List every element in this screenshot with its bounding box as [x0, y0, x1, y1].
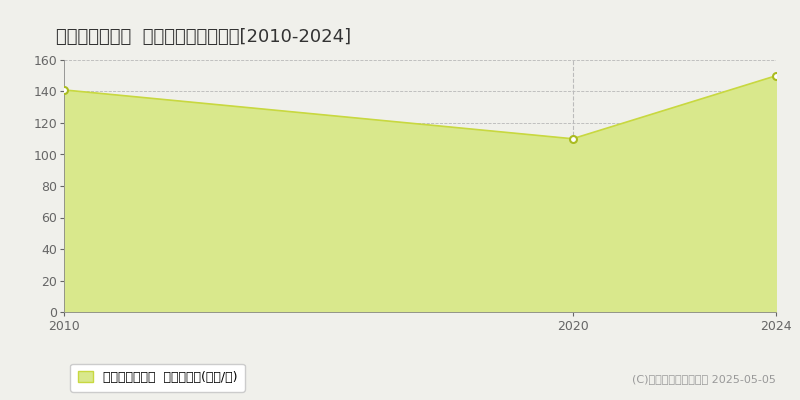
Text: (C)土地価格ドットコム 2025-05-05: (C)土地価格ドットコム 2025-05-05 — [632, 374, 776, 384]
Text: 明石市大蔵中町  マンション価格推移[2010-2024]: 明石市大蔵中町 マンション価格推移[2010-2024] — [56, 28, 351, 46]
Legend: マンション価格  平均坪単価(万円/坪): マンション価格 平均坪単価(万円/坪) — [70, 364, 245, 392]
